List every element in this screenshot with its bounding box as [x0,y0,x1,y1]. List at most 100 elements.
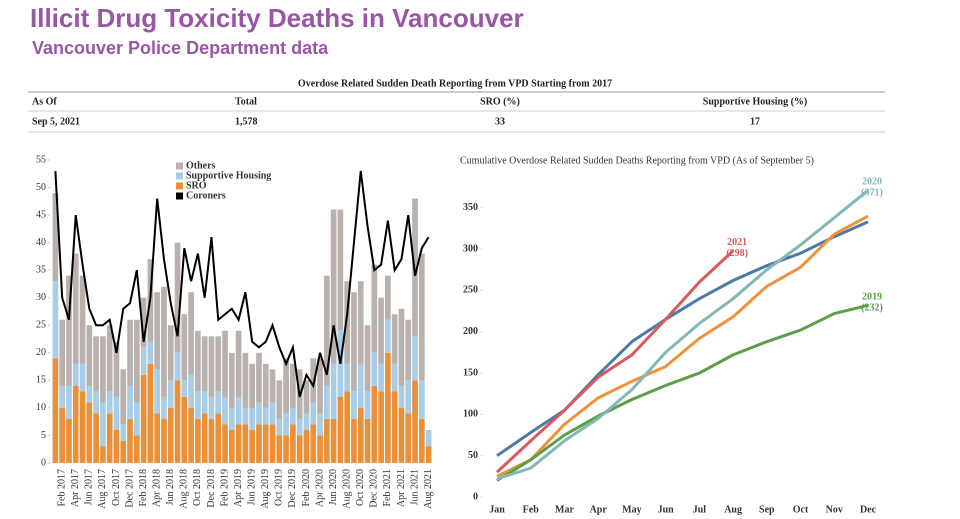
bar-segment [418,380,425,419]
bar-segment [86,402,93,463]
bar-segment [262,363,269,408]
bar-segment [344,391,351,463]
x-tick-label: Feb 2019 [219,469,230,507]
bar-segment [120,424,127,441]
x-tick-label: Apr 2018 [151,469,162,507]
bar-segment [161,396,167,419]
bar-segment [398,385,405,408]
bar-segment [276,380,283,419]
column-header: Total [235,96,257,107]
bar-segment [72,385,79,463]
bar-segment [371,264,378,353]
bar-segment [385,275,391,320]
y-tick-label: 150 [463,367,478,378]
column-header: SRO (%) [480,96,520,107]
bar-segment [222,424,228,463]
x-tick-label: Jun 2017 [84,469,95,505]
bar-segment [405,380,412,414]
bar-segment [398,308,405,386]
bar-segment [181,380,188,397]
x-tick-label: Aug 2020 [341,469,352,509]
bar-segment [317,413,323,436]
x-tick-label: Jan [489,504,505,515]
cell: 1,578 [235,116,258,127]
bar-segment [215,336,222,392]
y-tick-label: 20 [36,347,46,358]
bar-segment [72,363,79,386]
x-tick-label: Dec [860,504,877,515]
bar-segment [154,292,161,370]
bar-segment [147,341,154,364]
series-end-label: (232) [861,303,883,314]
bar-segment [167,380,174,408]
series-line [495,249,735,474]
bar-segment [276,435,283,463]
x-tick-label: Mar [555,504,574,515]
bar-segment [188,374,194,408]
y-tick-label: 50 [468,450,478,461]
bar-segment [79,275,86,364]
y-tick-label: 35 [36,264,46,275]
bar-segment [317,435,323,463]
series-line [496,303,869,482]
bar-segment [256,424,262,463]
bar-segment [93,336,99,392]
bar-segment [154,413,161,463]
bar-segment [174,242,181,353]
bar-segment [100,336,106,403]
bar-segment [222,330,228,397]
x-tick-label: Aug 2018 [179,469,190,509]
x-tick-label: Jun 2021 [409,469,420,505]
bar-segment [310,402,317,425]
x-tick-label: Jun 2018 [165,469,176,505]
x-tick-label: Dec 2018 [206,469,217,508]
y-tick-label: 100 [463,409,478,420]
bar-segment [208,396,215,419]
y-tick-label: 200 [463,326,478,337]
legend-label: Others [186,160,216,171]
x-tick-label: Apr 2020 [314,469,325,507]
bar-segment [79,363,86,392]
bar-segment [106,413,113,463]
bar-segment [418,418,425,463]
bar-segment [52,281,59,359]
bar-segment [113,396,120,430]
bar-segment [59,407,66,463]
bar-segment [364,391,371,419]
bar-segment [133,319,140,403]
bar-segment [127,319,133,386]
y-tick-label: 250 [463,285,478,296]
bar-segment [228,407,235,430]
bar-segment [303,429,310,463]
bar-segment [290,424,296,463]
x-tick-label: Apr 2019 [233,469,244,507]
x-tick-label: Jun 2019 [246,469,257,505]
bar-segment [290,363,296,408]
x-tick-label: Jun 2020 [328,469,339,505]
x-tick-label: Apr [590,504,608,515]
x-tick-label: Aug 2019 [260,469,271,509]
bar-segment [66,385,72,419]
bar-segment [208,418,215,463]
bar-segment [66,418,72,463]
bar-segment [269,402,276,425]
bar-segment [337,209,344,331]
y-tick-label: 30 [36,292,46,303]
legend-swatch [176,162,183,170]
legend-swatch [176,192,183,200]
bar-segment [59,319,66,386]
series-end-label: (371) [861,188,883,199]
bar-segment [323,418,330,463]
legend-swatch [176,172,183,180]
bar-segment [330,363,337,419]
x-tick-label: Apr 2021 [396,469,407,507]
bar-segment [262,407,269,425]
y-tick-label: 50 [36,182,46,193]
y-tick-label: 55 [36,154,46,165]
bar-segment [323,385,330,419]
series-end-label: (298) [726,248,748,259]
bar-segment [161,286,167,397]
x-tick-label: Feb 2017 [56,469,67,507]
bar-segment [405,319,412,381]
bar-segment [425,429,432,447]
